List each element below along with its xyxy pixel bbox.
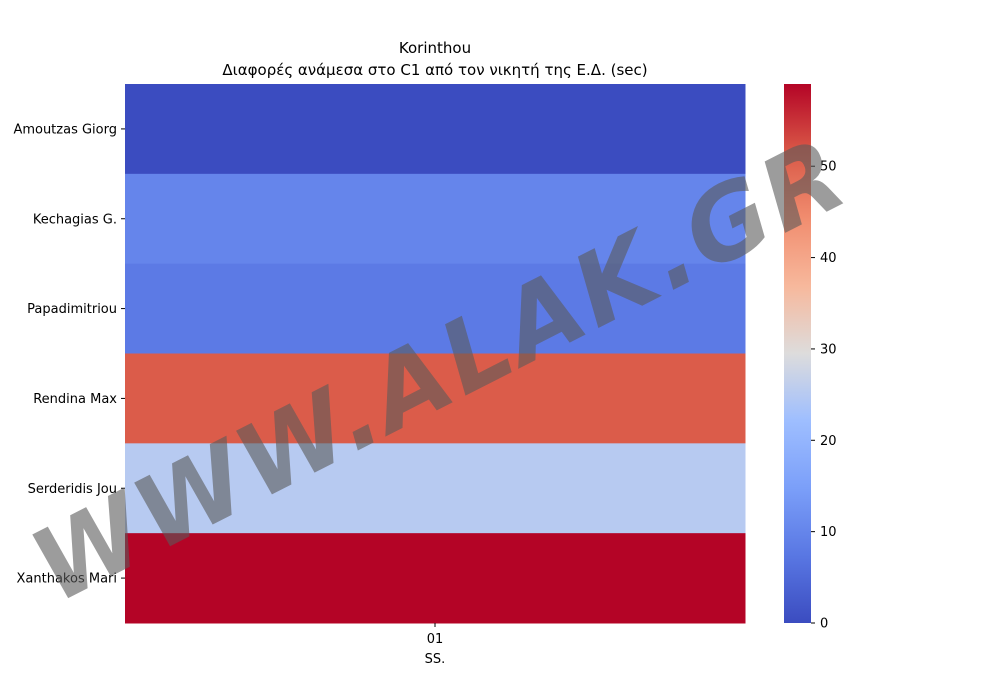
heatmap-cell — [125, 263, 746, 354]
x-axis: 01 — [427, 623, 444, 647]
chart-title: Korinthou — [399, 39, 471, 57]
colorbar-tick-label: 0 — [820, 617, 828, 632]
chart-subtitle: Διαφορές ανάμεσα στο C1 από τον νικητή τ… — [222, 61, 647, 79]
colorbar-tick-label: 40 — [820, 251, 837, 266]
y-tick-label: Serderidis Jou — [28, 482, 117, 497]
colorbar-tick-label: 20 — [820, 434, 837, 449]
y-tick-label: Rendina Max — [33, 392, 117, 407]
y-axis: Amoutzas Giorg Kechagias G. Papadimitriou… — [13, 122, 125, 587]
y-tick-label: Amoutzas Giorg — [13, 122, 117, 137]
heatmap-cell — [125, 173, 746, 265]
y-tick-label: Kechagias G. — [33, 212, 117, 227]
colorbar-axis: 0 10 20 30 40 50 — [811, 160, 837, 632]
heatmap-cell — [125, 353, 746, 444]
heatmap-cell — [125, 443, 746, 534]
colorbar-tick-label: 30 — [820, 342, 837, 357]
heatmap-cells — [125, 84, 746, 624]
heatmap-cell — [125, 84, 746, 175]
y-tick-label: Papadimitriou — [27, 302, 117, 317]
colorbar — [784, 84, 811, 623]
heatmap-cell — [125, 533, 746, 624]
colorbar-tick-label: 50 — [820, 160, 837, 175]
x-tick-label: 01 — [427, 632, 444, 647]
y-tick-label: Xanthakos Mari — [17, 572, 117, 587]
colorbar-tick-label: 10 — [820, 525, 837, 540]
x-axis-label: SS. — [425, 652, 446, 667]
